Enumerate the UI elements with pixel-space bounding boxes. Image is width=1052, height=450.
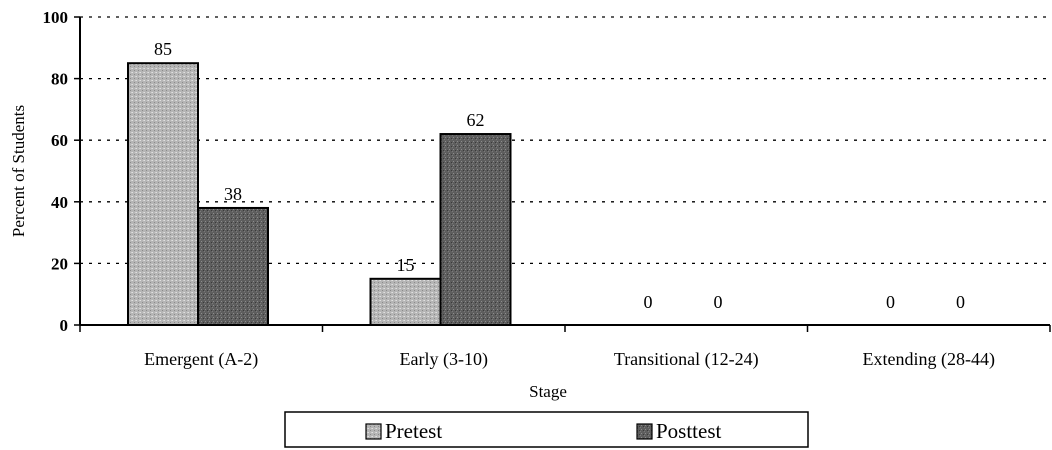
y-ticks: 0 20 40 60 80 100 <box>43 8 80 335</box>
y-tick-label: 20 <box>51 254 68 273</box>
bar-posttest <box>197 206 269 327</box>
x-ticks <box>79 325 1051 332</box>
y-tick-label: 100 <box>43 8 69 27</box>
category-label: Transitional (12-24) <box>614 349 759 370</box>
legend-label-posttest: Posttest <box>656 419 722 443</box>
x-axis-title: Stage <box>529 382 567 401</box>
category-label: Extending (28-44) <box>863 349 995 370</box>
category-label: Early (3-10) <box>400 349 488 370</box>
y-tick-label: 60 <box>51 131 68 150</box>
bar-posttest <box>439 133 512 326</box>
legend-box <box>284 411 809 448</box>
legend-label-pretest: Pretest <box>385 419 442 443</box>
category-labels: Emergent (A-2) Early (3-10) Transitional (… <box>144 349 995 370</box>
data-label: 85 <box>154 39 172 59</box>
data-label: 15 <box>397 255 415 275</box>
data-label: 38 <box>224 184 242 204</box>
data-label: 0 <box>886 292 895 312</box>
data-label: 0 <box>956 292 965 312</box>
value-labels: 85 15 0 0 38 62 0 0 <box>154 39 965 312</box>
y-tick-label: 40 <box>51 193 68 212</box>
legend-swatch-pretest <box>365 423 382 440</box>
bars <box>127 62 512 327</box>
legend-swatch-posttest <box>636 423 653 440</box>
data-label: 0 <box>714 292 723 312</box>
y-tick-label: 80 <box>51 70 68 89</box>
y-axis-title: Percent of Students <box>9 105 28 237</box>
bar-pretest <box>127 62 199 326</box>
bar-pretest <box>369 277 442 326</box>
legend: Pretest Posttest <box>284 411 809 448</box>
data-label: 0 <box>644 292 653 312</box>
category-label: Emergent (A-2) <box>144 349 258 370</box>
data-label: 62 <box>467 110 485 130</box>
y-tick-label: 0 <box>60 316 69 335</box>
